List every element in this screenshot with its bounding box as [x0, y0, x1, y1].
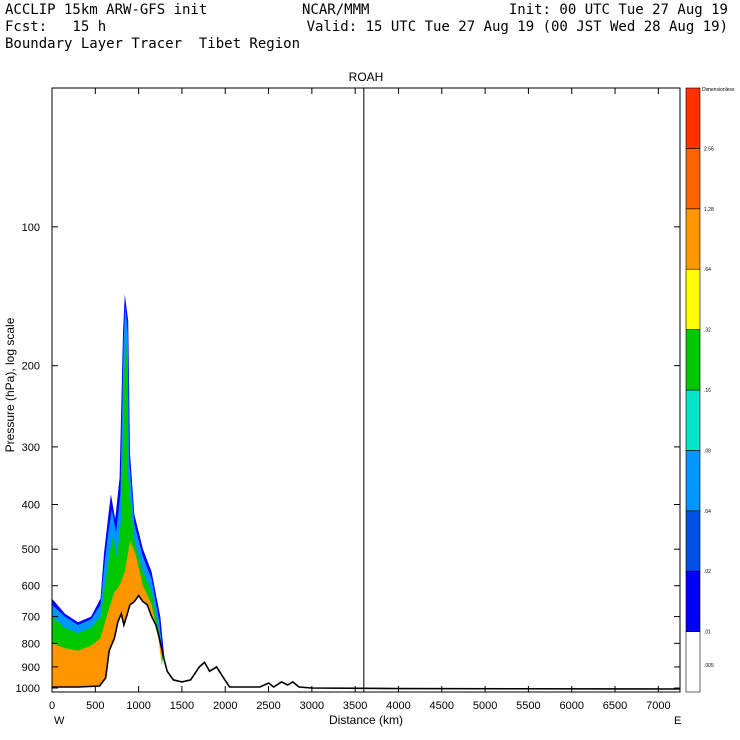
header-line1-left: ACCLIP 15km ARW-GFS init: [5, 2, 208, 18]
x-tick-label: 5000: [473, 700, 497, 712]
x-tick-label: 3000: [300, 700, 324, 712]
terrain-line: [52, 594, 681, 690]
colorbar-swatch: [685, 87, 701, 149]
chart-title: ROAH: [349, 70, 384, 84]
y-tick-label: 800: [22, 638, 40, 650]
west-label: W: [54, 715, 65, 727]
colorbar-level-label: .08: [704, 448, 711, 454]
header-line2-right: Valid: 15 UTC Tue 27 Aug 19 (00 JST Wed …: [306, 19, 728, 35]
x-tick-label: 1500: [170, 700, 194, 712]
y-tick-label: 200: [22, 361, 40, 373]
colorbar-swatch: [685, 329, 701, 391]
x-tick-label: 2000: [213, 700, 237, 712]
tracer-layer-3: [52, 541, 162, 687]
x-axis-label: Distance (km): [329, 713, 403, 727]
colorbar-swatch: [685, 208, 701, 270]
colorbar-level-label: .02: [704, 569, 711, 575]
colorbar-swatch: [685, 631, 701, 693]
y-axis-ticks: 100 200 300 400 500 600 700 800 900 1000: [16, 222, 680, 695]
y-tick-label: 400: [22, 500, 40, 512]
y-tick-label: 1000: [16, 683, 40, 695]
y-tick-label: 900: [22, 662, 40, 674]
plot-frame: [51, 87, 681, 693]
colorbar-swatch: [685, 148, 701, 210]
y-tick-label: 600: [22, 581, 40, 593]
y-axis-label: Pressure (hPa), log scale: [3, 317, 17, 452]
header-line1-right: Init: 00 UTC Tue 27 Aug 19: [508, 2, 728, 18]
east-label: E: [674, 715, 681, 727]
colorbar-level-label: 2.56: [704, 146, 714, 152]
y-tick-label: 300: [22, 442, 40, 454]
colorbar-level-label: .16: [704, 388, 711, 394]
x-tick-label: 5500: [516, 700, 540, 712]
y-tick-label: 500: [22, 544, 40, 556]
colorbar-level-label: .32: [704, 328, 711, 334]
colorbar-level-label: .64: [704, 267, 711, 273]
colorbar-swatch: [685, 450, 701, 512]
x-tick-label: 6000: [559, 700, 583, 712]
x-tick-label: 3500: [343, 700, 367, 712]
x-tick-label: 4000: [386, 700, 410, 712]
x-tick-label: 7000: [646, 700, 670, 712]
header-line1-mid: NCAR/MMM: [302, 2, 370, 18]
colorbar-level-label: 1.28: [704, 207, 714, 213]
colorbar-level-label: .04: [704, 509, 711, 515]
colorbar-swatch: [685, 389, 701, 451]
header-line2-left: Fcst: 15 h: [5, 19, 107, 35]
x-tick-label: 1000: [126, 700, 150, 712]
header-line3-left: Boundary Layer Tracer Tibet Region: [5, 36, 301, 52]
y-tick-label: 100: [22, 222, 40, 234]
colorbar-level-label: .01: [704, 630, 711, 636]
x-axis-ticks: 0 500 1000 1500 2000 2500 3000 3500 4000 4500 5000…: [49, 88, 671, 712]
colorbar-swatch: [685, 268, 701, 330]
colorbar-swatch: [685, 510, 701, 572]
x-tick-label: 2500: [256, 700, 280, 712]
y-tick-label: 700: [22, 612, 40, 624]
colorbar: .005 .01 .02 .04 .08 .16 .32 .64 1.28 2.56: [685, 87, 714, 693]
x-tick-label: 6500: [603, 700, 627, 712]
colorbar-swatch: [685, 570, 701, 632]
colorbar-units: Dimensionless: [702, 87, 735, 93]
x-tick-label: 500: [86, 700, 104, 712]
x-tick-label: 0: [49, 700, 55, 712]
colorbar-level-label: .005: [704, 663, 714, 669]
x-tick-label: 4500: [430, 700, 454, 712]
tracer-fill-layers: [52, 294, 165, 687]
